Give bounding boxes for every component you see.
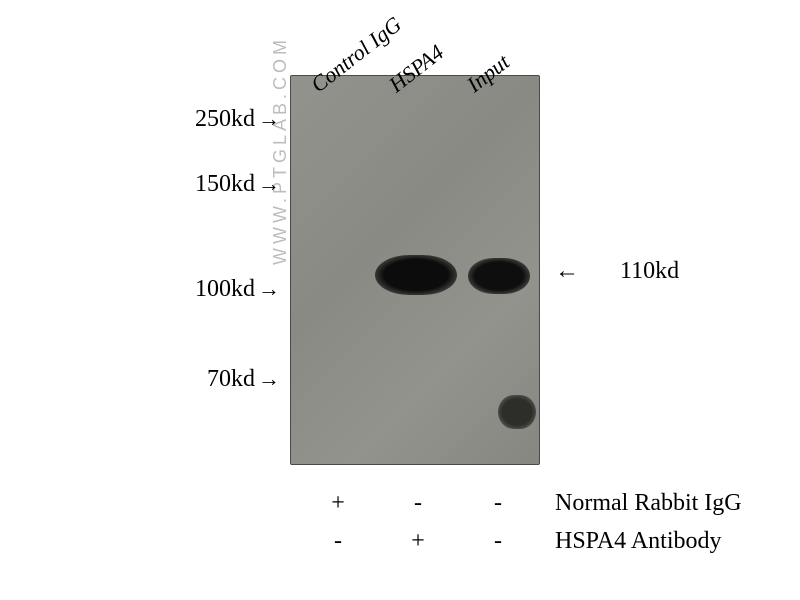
mw-marker-70kd: 70kd [140,366,255,393]
arrow-icon: → [258,366,280,392]
condition-sign: - [478,528,518,555]
band-input-faint [498,395,536,429]
mw-marker-250kd: 250kd [140,106,255,133]
condition-sign: - [318,528,358,555]
mw-marker-100kd: 100kd [140,276,255,303]
condition-label-hspa4-antibody: HSPA4 Antibody [555,528,722,555]
condition-sign: - [398,490,438,517]
condition-sign: - [478,490,518,517]
condition-sign: + [318,490,358,517]
band-hspa4-lane [375,255,457,295]
arrow-left-icon: ← [555,258,579,285]
result-band-label: 110kd [620,258,679,285]
condition-label-normal-rabbit-igg: Normal Rabbit IgG [555,490,742,517]
arrow-icon: → [258,276,280,302]
mw-marker-150kd: 150kd [140,171,255,198]
watermark-text: WWW.PTGLAB.COM [270,36,291,265]
arrow-icon: → [258,106,280,132]
figure-container: WWW.PTGLAB.COM Control IgG HSPA4 Input 2… [0,0,800,600]
band-input-lane [468,258,530,294]
arrow-icon: → [258,171,280,197]
condition-sign: + [398,528,438,555]
